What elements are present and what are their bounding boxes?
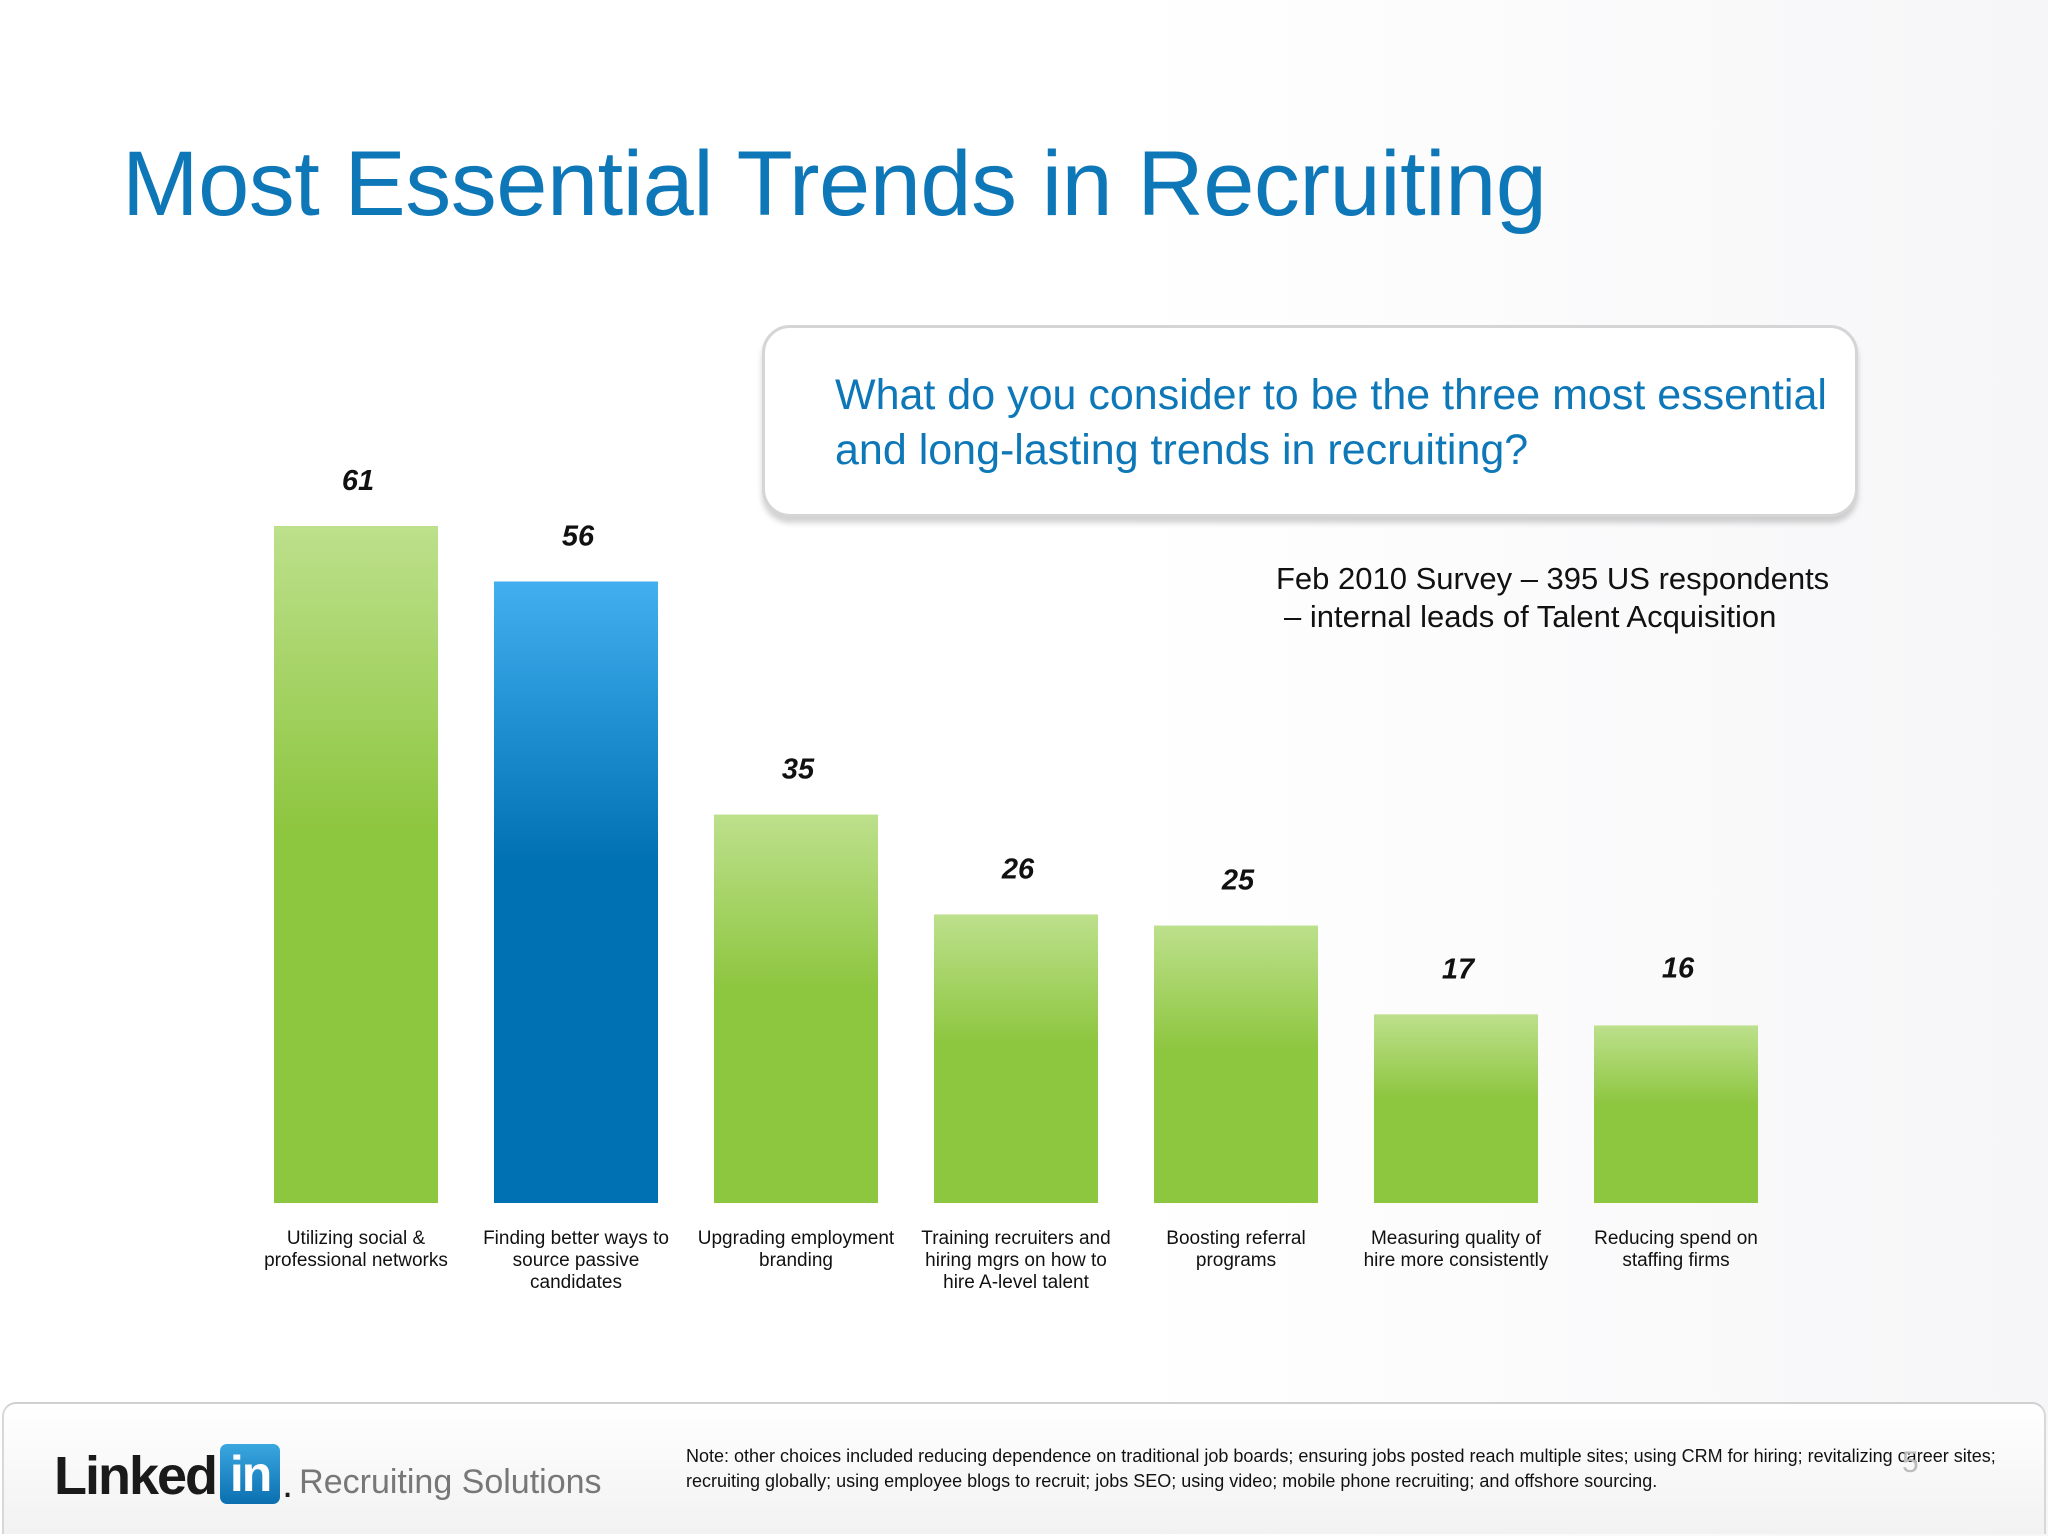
data-label-5: 25 xyxy=(1221,865,1255,897)
logo-dot: . xyxy=(282,1462,294,1506)
category-label-7: Reducing spend on staffing firms xyxy=(1594,1228,1758,1271)
bar-5 xyxy=(1154,925,1318,1203)
footer: Linked in . Recruiting Solutions Note: o… xyxy=(2,1402,2046,1534)
bar-4 xyxy=(934,914,1098,1203)
category-label-6: Measuring quality of hire more consisten… xyxy=(1363,1228,1549,1271)
footnote: Note: other choices included reducing de… xyxy=(686,1446,1996,1491)
bar-6 xyxy=(1374,1014,1538,1203)
data-label-6: 17 xyxy=(1442,953,1476,985)
data-label-4: 26 xyxy=(1001,853,1035,885)
logo-subtitle: Recruiting Solutions xyxy=(299,1463,602,1501)
category-label-1: Utilizing social & professional networks xyxy=(264,1228,448,1271)
category-label-3: Upgrading employment branding xyxy=(697,1228,895,1271)
bar-7 xyxy=(1594,1025,1758,1203)
survey-info: Feb 2010 Survey – 395 US respondents – i… xyxy=(1276,560,1829,636)
bar-1 xyxy=(274,526,438,1203)
bar-2 xyxy=(494,581,658,1203)
page-number: 5 xyxy=(1902,1446,1919,1479)
category-label-4: Training recruiters and hiring mgrs on h… xyxy=(921,1228,1111,1293)
linkedin-logo: Linked in . Recruiting Solutions xyxy=(54,1444,602,1504)
slide-title: Most Essential Trends in Recruiting xyxy=(122,133,1547,235)
category-label-5: Boosting referral programs xyxy=(1166,1228,1306,1271)
data-label-2: 56 xyxy=(562,520,595,552)
survey-line-1: Feb 2010 Survey – 395 US respondents xyxy=(1276,561,1830,596)
data-label-1: 61 xyxy=(342,465,374,497)
category-label-2: Finding better ways to source passive ca… xyxy=(483,1228,669,1293)
logo-in-badge: in xyxy=(220,1444,281,1504)
survey-line-2: – internal leads of Talent Acquisition xyxy=(1284,599,1777,634)
question-text: What do you consider to be the three mos… xyxy=(835,371,1827,474)
bar-3 xyxy=(714,814,878,1203)
question-callout: What do you consider to be the three mos… xyxy=(762,325,1858,517)
logo-wordmark: Linked xyxy=(54,1446,218,1506)
data-label-3: 35 xyxy=(782,754,815,786)
data-label-7: 16 xyxy=(1662,952,1695,984)
